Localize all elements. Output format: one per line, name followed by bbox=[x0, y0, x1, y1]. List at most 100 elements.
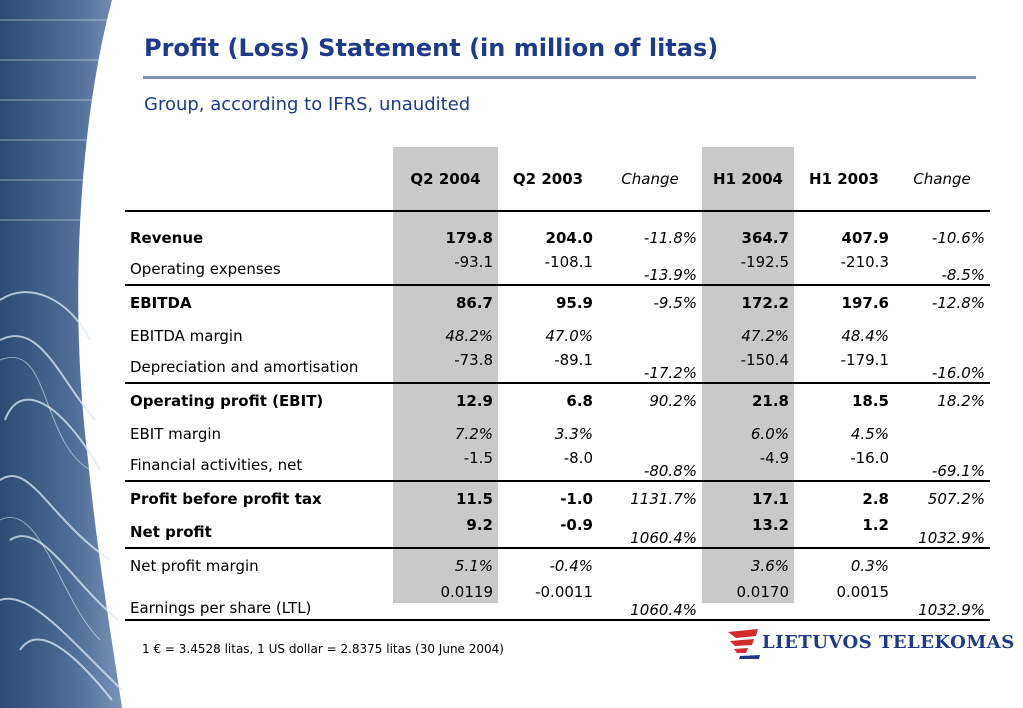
cell-q-change: 1060.4% bbox=[630, 529, 697, 547]
cell-h1-2003: 407.9 bbox=[841, 228, 889, 247]
cell-q-change: -80.8% bbox=[643, 462, 697, 480]
table-row: EBITDA margin 48.2% 47.0% 47.2% 48.4% bbox=[125, 320, 990, 351]
row-label: Profit before profit tax bbox=[130, 490, 322, 508]
cell-h1-2004: 172.2 bbox=[741, 294, 789, 312]
row-label: Operating expenses bbox=[130, 259, 281, 278]
row-label: EBIT margin bbox=[130, 424, 222, 443]
table-header-row: Q2 2004 Q2 2003 Change H1 2004 H1 2003 C… bbox=[125, 147, 990, 211]
table-row: Net profit margin 5.1% -0.4% 3.6% 0.3% bbox=[125, 548, 990, 583]
cell-h-change: -10.6% bbox=[931, 228, 985, 247]
cell-q2-2004: 0.0119 bbox=[440, 583, 494, 601]
cell-q2-2003: -0.0011 bbox=[535, 583, 593, 601]
cell-q2-2004: -93.1 bbox=[454, 253, 493, 271]
table-row: EBIT margin 7.2% 3.3% 6.0% 4.5% bbox=[125, 418, 990, 449]
cell-h1-2004: 364.7 bbox=[741, 228, 789, 247]
cell-h1-2004: 21.8 bbox=[751, 392, 789, 410]
cell-q-change: -13.9% bbox=[643, 266, 697, 284]
cell-q2-2004: 48.2% bbox=[445, 326, 493, 345]
cell-q2-2004: 7.2% bbox=[454, 424, 493, 443]
cell-q2-2003: 6.8 bbox=[566, 392, 593, 410]
cell-h-change: -12.8% bbox=[931, 294, 985, 312]
table-row: Operating profit (EBIT) 12.9 6.8 90.2% 2… bbox=[125, 383, 990, 418]
cell-q2-2004: -73.8 bbox=[454, 351, 493, 369]
cell-h1-2003: 197.6 bbox=[841, 294, 889, 312]
table-row: EBITDA 86.7 95.9 -9.5% 172.2 197.6 -12.8… bbox=[125, 285, 990, 320]
cell-q-change: -17.2% bbox=[643, 364, 697, 382]
cell-h-change: 1032.9% bbox=[918, 601, 985, 619]
cell-q2-2004: 11.5 bbox=[455, 490, 493, 508]
cell-q2-2003: -1.0 bbox=[560, 490, 593, 508]
cell-h-change: 507.2% bbox=[927, 490, 985, 508]
table-row: Profit before profit tax 11.5 -1.0 1131.… bbox=[125, 481, 990, 516]
cell-q2-2003: 47.0% bbox=[545, 326, 593, 345]
header-h-change: Change bbox=[913, 169, 971, 188]
table-row: Earnings per share (LTL) 0.0119 -0.0011 … bbox=[125, 583, 990, 620]
cell-q2-2003: -108.1 bbox=[544, 253, 593, 271]
cell-q-change: 90.2% bbox=[649, 392, 697, 410]
cell-q2-2003: -89.1 bbox=[554, 351, 593, 369]
cell-h-change: 1032.9% bbox=[918, 529, 985, 547]
row-label: Net profit margin bbox=[130, 557, 259, 575]
page-subtitle: Group, according to IFRS, unaudited bbox=[144, 94, 471, 115]
q2-2004-column-highlight bbox=[393, 147, 498, 603]
cell-q2-2003: -0.9 bbox=[560, 516, 593, 534]
cell-q-change: 1060.4% bbox=[630, 601, 697, 619]
cell-h1-2004: -150.4 bbox=[740, 351, 789, 369]
cell-h1-2003: 4.5% bbox=[850, 424, 889, 443]
decorative-side-artwork bbox=[0, 0, 123, 708]
row-label: Earnings per share (LTL) bbox=[130, 599, 312, 617]
lietuvos-telekomas-logo-icon bbox=[728, 629, 760, 659]
cell-q-change: -9.5% bbox=[653, 294, 697, 312]
cell-h1-2004: 47.2% bbox=[741, 326, 789, 345]
cell-h1-2004: 6.0% bbox=[750, 424, 789, 443]
row-label: Revenue bbox=[130, 228, 204, 247]
cell-h-change: -16.0% bbox=[931, 364, 985, 382]
cell-q-change: -11.8% bbox=[643, 228, 697, 247]
table-row: Revenue 179.8 204.0 -11.8% 364.7 407.9 -… bbox=[125, 222, 990, 253]
header-q-change: Change bbox=[621, 169, 679, 188]
header-h1-2004: H1 2004 bbox=[713, 169, 783, 188]
row-label: EBITDA bbox=[130, 294, 192, 312]
cell-q2-2004: 86.7 bbox=[455, 294, 493, 312]
cell-h-change bbox=[894, 548, 990, 583]
profit-loss-table: Q2 2004 Q2 2003 Change H1 2004 H1 2003 C… bbox=[125, 147, 990, 621]
logo-wordmark: LIETUVOS TELEKOMAS bbox=[762, 632, 1015, 653]
cell-q2-2003: 3.3% bbox=[554, 424, 593, 443]
cell-q-change bbox=[598, 418, 702, 449]
cell-h1-2003: -179.1 bbox=[840, 351, 889, 369]
row-label: Depreciation and amortisation bbox=[130, 357, 359, 376]
cell-q2-2004: 5.1% bbox=[454, 557, 493, 575]
cell-h1-2003: 2.8 bbox=[862, 490, 889, 508]
row-label: Net profit bbox=[130, 522, 212, 541]
row-label: Financial activities, net bbox=[130, 455, 303, 474]
cell-h1-2004: 0.0170 bbox=[736, 583, 790, 601]
header-blank bbox=[125, 147, 393, 211]
cell-h1-2003: 18.5 bbox=[851, 392, 889, 410]
header-q2-2004: Q2 2004 bbox=[410, 169, 481, 188]
h1-2004-column-highlight bbox=[702, 147, 794, 603]
cell-h-change bbox=[894, 418, 990, 449]
cell-h-change: 18.2% bbox=[937, 392, 985, 410]
cell-q2-2003: -8.0 bbox=[563, 449, 593, 467]
table-row: Operating expenses -93.1 -108.1 -13.9% -… bbox=[125, 253, 990, 285]
cell-h-change: -8.5% bbox=[941, 266, 985, 284]
exchange-rate-footnote: 1 € = 3.4528 litas, 1 US dollar = 2.8375… bbox=[142, 642, 504, 656]
table-row: Depreciation and amortisation -73.8 -89.… bbox=[125, 351, 990, 383]
cell-h1-2003: 0.3% bbox=[850, 557, 889, 575]
cell-q2-2004: 12.9 bbox=[455, 392, 493, 410]
page-title: Profit (Loss) Statement (in million of l… bbox=[144, 34, 719, 62]
cell-h1-2003: 48.4% bbox=[841, 326, 889, 345]
cell-q2-2003: 95.9 bbox=[555, 294, 593, 312]
row-label: EBITDA margin bbox=[130, 326, 243, 345]
cell-q2-2004: 179.8 bbox=[445, 228, 493, 247]
cell-h1-2003: 0.0015 bbox=[836, 583, 890, 601]
cell-h1-2004: 17.1 bbox=[751, 490, 789, 508]
cell-q2-2003: 204.0 bbox=[545, 228, 593, 247]
title-underline bbox=[143, 76, 976, 79]
row-label: Operating profit (EBIT) bbox=[130, 392, 324, 410]
cell-q2-2003: -0.4% bbox=[549, 557, 593, 575]
cell-q2-2004: -1.5 bbox=[463, 449, 493, 467]
cell-q-change bbox=[598, 320, 702, 351]
header-h1-2003: H1 2003 bbox=[809, 169, 879, 188]
cell-h-change: -69.1% bbox=[931, 462, 985, 480]
